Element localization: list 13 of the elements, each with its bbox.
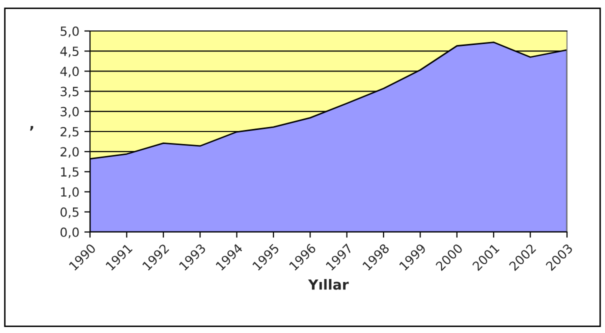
y-tick-label: 2,5	[60, 126, 78, 138]
y-tick-label: 0,5	[60, 207, 78, 218]
y-tick-label: 0,0	[60, 227, 79, 238]
y-tick-label: 4,5	[60, 46, 78, 58]
y-axis-title: ,	[30, 126, 34, 131]
y-tick-label: 4,0	[60, 66, 79, 78]
x-axis-title: Yıllar	[308, 279, 349, 290]
y-tick-label: 3,5	[60, 86, 78, 98]
y-tick-label: 3,0	[60, 106, 79, 118]
y-tick-label: 5,0	[60, 26, 79, 38]
y-tick-label: 1,0	[61, 187, 79, 198]
y-tick-label: 2,0	[60, 147, 79, 158]
y-tick-label: 1,5	[61, 167, 78, 178]
